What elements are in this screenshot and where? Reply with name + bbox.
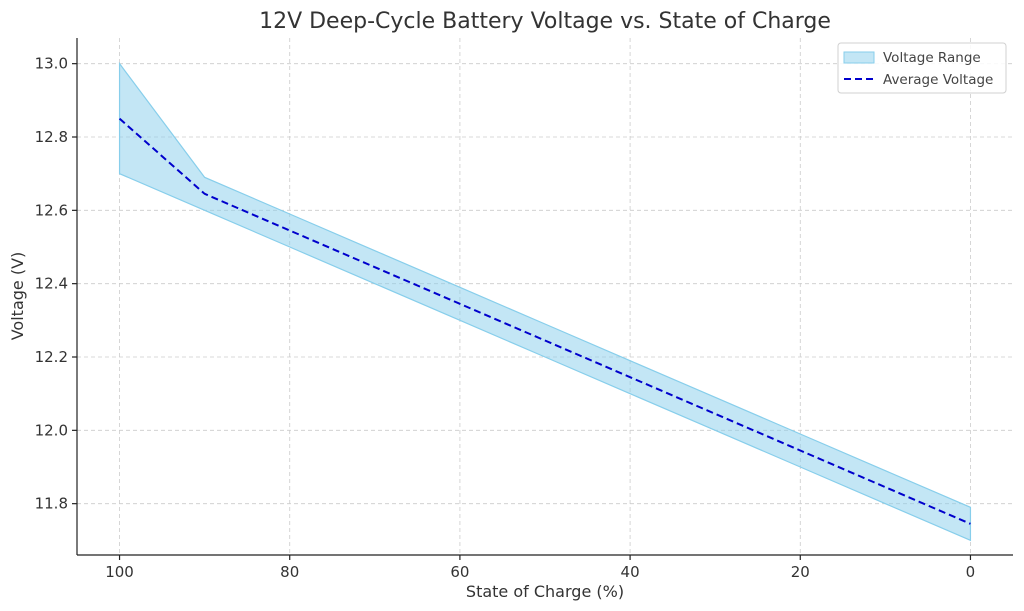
legend-box: [837, 42, 1007, 94]
y-tick-label: 12.0: [35, 421, 68, 439]
y-tick-label: 13.0: [35, 55, 68, 73]
legend-label: Voltage Range: [883, 50, 981, 66]
chart-title: 12V Deep-Cycle Battery Voltage vs. State…: [259, 9, 831, 34]
x-tick-label: 80: [280, 563, 299, 581]
x-tick-label: 100: [105, 563, 134, 581]
x-tick-label: 40: [621, 563, 640, 581]
x-tick-label: 0: [966, 563, 976, 581]
x-axis-label: State of Charge (%): [466, 582, 624, 601]
x-tick-label: 60: [450, 563, 469, 581]
voltage-range-band-layer: [118, 61, 972, 542]
legend-swatch-voltage-range: [843, 51, 875, 64]
y-tick-label: 12.2: [35, 348, 68, 366]
y-tick-label: 12.6: [35, 201, 68, 219]
average-voltage-line-layer: [118, 117, 971, 525]
legend-label: Average Voltage: [883, 72, 993, 88]
legend: Voltage Range Average Voltage: [837, 42, 1007, 94]
axes: [76, 38, 1013, 556]
x-axis-ticks: 100 80 60 40 20 0: [105, 555, 975, 581]
y-tick-label: 11.8: [35, 495, 68, 513]
voltage-range-band: [118, 61, 972, 542]
y-axis-ticks: 11.8 12.0 12.2 12.4 12.6 12.8 13.0: [35, 55, 77, 513]
y-tick-label: 12.4: [35, 275, 68, 293]
x-tick-label: 20: [791, 563, 810, 581]
y-tick-label: 12.8: [35, 128, 68, 146]
y-axis-label: Voltage (V): [8, 252, 27, 341]
